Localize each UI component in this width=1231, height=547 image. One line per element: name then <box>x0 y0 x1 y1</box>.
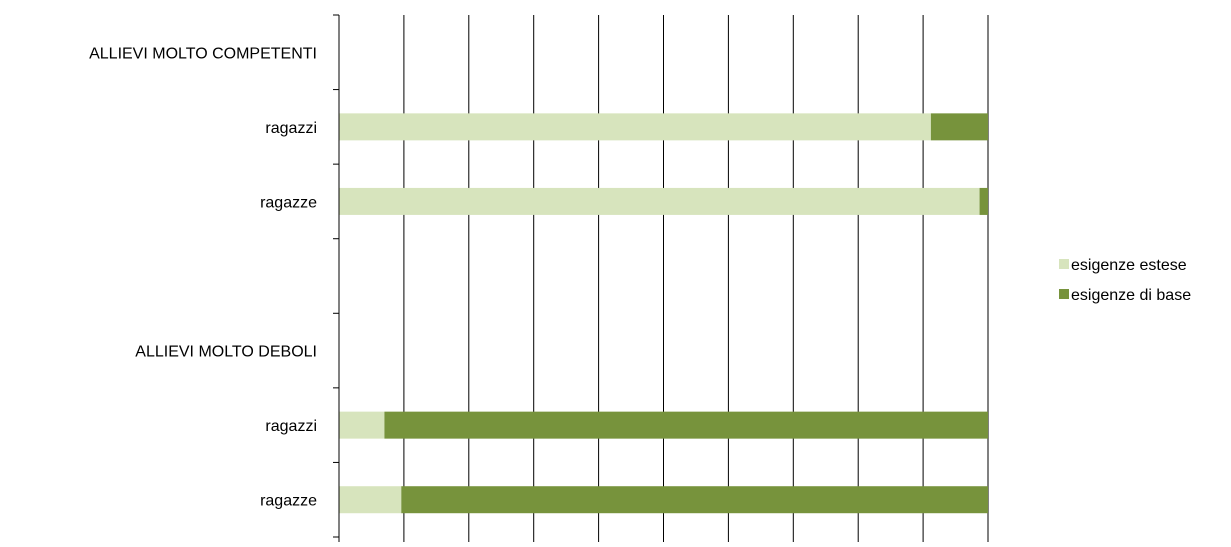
bar-segment <box>339 486 402 514</box>
legend-swatch <box>1059 289 1069 299</box>
bar-segment <box>339 113 931 141</box>
bar-segment <box>384 411 988 439</box>
legend-label: esigenze di base <box>1071 287 1191 304</box>
bar-segment <box>401 486 989 514</box>
legend-swatch <box>1059 259 1069 269</box>
category-label: ALLIEVI MOLTO COMPETENTI <box>89 45 317 62</box>
bar-segments <box>339 113 989 514</box>
category-labels: ALLIEVI MOLTO COMPETENTI ragazzi ragazze AL… <box>89 45 317 509</box>
bar-segment <box>339 187 980 215</box>
legend-label: esigenze estese <box>1071 257 1187 274</box>
bar-segment <box>979 187 988 215</box>
category-label: ragazze <box>260 194 317 211</box>
bar-segment <box>930 113 988 141</box>
bar-segment <box>339 411 385 439</box>
category-label: ragazzi <box>265 120 317 137</box>
category-axis <box>333 14 989 542</box>
category-label: ALLIEVI MOLTO DEBOLI <box>135 344 317 361</box>
category-label: ragazzi <box>265 418 317 435</box>
legend: esigenze estese esigenze di base <box>1059 257 1191 304</box>
vertical-gridlines <box>403 15 989 537</box>
category-label: ragazze <box>260 493 317 510</box>
